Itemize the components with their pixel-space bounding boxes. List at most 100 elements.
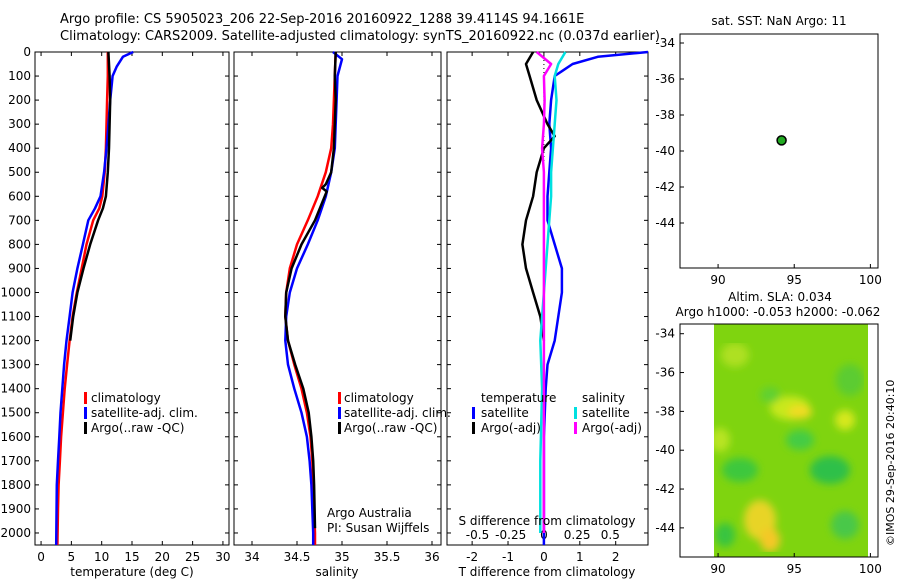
sla-blob <box>722 458 758 482</box>
salinity-panel <box>233 51 442 546</box>
y-tick-label: 900 <box>8 261 31 275</box>
legend-swatch-temp-satellite <box>472 407 475 419</box>
map-x-tick-label: 100 <box>859 273 882 287</box>
y-tick-label: 400 <box>8 141 31 155</box>
y-tick-label: 1200 <box>0 334 31 348</box>
legend-swatch-argo <box>84 422 87 434</box>
sla-blob <box>835 410 855 430</box>
legend-swatch-climatology <box>84 392 87 404</box>
y-tick-label: 2000 <box>0 526 31 540</box>
sla-blob <box>788 405 812 419</box>
y-tick-label: 1800 <box>0 478 31 492</box>
argo-position-marker <box>776 135 787 146</box>
map-y-tick-label: -36 <box>655 366 675 380</box>
legend-swatch-satellite <box>84 407 87 419</box>
x-tick-label: 34.5 <box>284 550 311 564</box>
y-tick-label: 600 <box>8 189 31 203</box>
y-tick-label: 1900 <box>0 502 31 516</box>
map-y-tick-label: -38 <box>655 404 675 418</box>
legend-label: Argo(-adj) <box>582 421 642 435</box>
x-tick-label: 0 <box>540 550 548 564</box>
x2-tick-label: 0.25 <box>564 528 591 542</box>
x-tick-label: -2 <box>466 550 478 564</box>
sla-blob <box>831 511 859 539</box>
map-x-tick-label: 95 <box>787 273 802 287</box>
series-line-difference-3 <box>535 51 553 533</box>
salinity-xlabel: salinity <box>315 565 358 579</box>
map-y-tick-label: -44 <box>655 216 675 230</box>
series-line-difference-0 <box>542 50 649 545</box>
map-y-tick-label: -40 <box>655 443 675 457</box>
y-tick-label: 500 <box>8 165 31 179</box>
sla-blob <box>810 456 850 484</box>
x-tick-label: 10 <box>94 550 109 564</box>
legend-label: Argo(-adj) <box>481 421 541 435</box>
series-line-difference-1 <box>521 51 556 341</box>
altimetry-panel <box>679 323 879 558</box>
map-y-tick-label: -34 <box>655 327 675 341</box>
argo-australia-label: Argo Australia <box>327 506 412 520</box>
position-title: sat. SST: NaN Argo: 11 <box>711 14 846 28</box>
map-x-tick-label: 90 <box>710 562 725 576</box>
legend-swatch-temp-argo <box>472 422 475 434</box>
x-tick-label: 35.5 <box>374 550 401 564</box>
map-y-tick-label: -36 <box>655 72 675 86</box>
altimetry-heatmap <box>714 324 868 557</box>
x-tick-label: 36 <box>424 550 439 564</box>
map-x-tick-label: 95 <box>787 562 802 576</box>
series-line-difference-2 <box>539 51 567 533</box>
sla-blob <box>714 428 730 452</box>
legend-swatch-sal-argo <box>574 422 577 434</box>
y-tick-label: 800 <box>8 237 31 251</box>
x-tick-label: 2 <box>612 550 620 564</box>
sla-blob <box>760 387 780 403</box>
map-y-tick-label: -44 <box>655 521 675 535</box>
y-tick-label: 1300 <box>0 358 31 372</box>
map-y-tick-label: -34 <box>655 36 675 50</box>
legend-swatch-sal-satellite <box>574 407 577 419</box>
y-tick-label: 700 <box>8 213 31 227</box>
legend-label: satellite-adj. clim. <box>91 406 198 420</box>
x2-tick-label: 0.5 <box>601 528 620 542</box>
legend-swatch-argo <box>338 422 341 434</box>
y-tick-label: 1600 <box>0 430 31 444</box>
sla-blob <box>760 528 780 552</box>
legend-group-temperature: temperature <box>481 391 556 405</box>
legend-label: climatology <box>344 391 414 405</box>
difference-x2label: S difference from climatology <box>459 514 636 528</box>
temperature-xlabel: temperature (deg C) <box>70 565 193 579</box>
x-tick-label: -1 <box>502 550 514 564</box>
legend-swatch-satellite <box>338 407 341 419</box>
map-y-tick-label: -38 <box>655 108 675 122</box>
legend-swatch-climatology <box>338 392 341 404</box>
y-tick-label: 300 <box>8 117 31 131</box>
position-panel <box>679 33 879 269</box>
legend-label: Argo(..raw -QC) <box>344 421 437 435</box>
x-tick-label: 34 <box>244 550 259 564</box>
legend-label: climatology <box>91 391 161 405</box>
difference-xlabel: T difference from climatology <box>458 565 636 579</box>
salinity-legend: climatology satellite-adj. clim. Argo(..… <box>338 391 451 435</box>
x-tick-label: 30 <box>215 550 230 564</box>
difference-panel <box>446 51 649 546</box>
x-tick-label: 5 <box>68 550 76 564</box>
series-line-temperature-1 <box>54 50 134 546</box>
y-tick-label: 1500 <box>0 406 31 420</box>
x-tick-label: 15 <box>124 550 139 564</box>
temperature-panel <box>34 51 230 546</box>
map-y-tick-label: -42 <box>655 482 675 496</box>
x2-tick-label: -0.25 <box>495 528 526 542</box>
x-tick-label: 25 <box>185 550 200 564</box>
x-tick-label: 1 <box>576 550 584 564</box>
profile-title: Argo profile: CS 5905023_206 22-Sep-2016… <box>60 12 585 27</box>
imos-timestamp: ©IMOS 29-Sep-2016 20:40:10 <box>884 379 897 546</box>
sla-blob <box>786 430 814 450</box>
legend-group-salinity: salinity <box>582 391 625 405</box>
pi-label: PI: Susan Wijffels <box>327 521 429 535</box>
y-tick-label: 100 <box>8 69 31 83</box>
y-tick-label: 1000 <box>0 285 31 299</box>
y-tick-label: 200 <box>8 93 31 107</box>
map-x-tick-label: 90 <box>710 273 725 287</box>
series-line-temperature-0 <box>56 52 110 546</box>
